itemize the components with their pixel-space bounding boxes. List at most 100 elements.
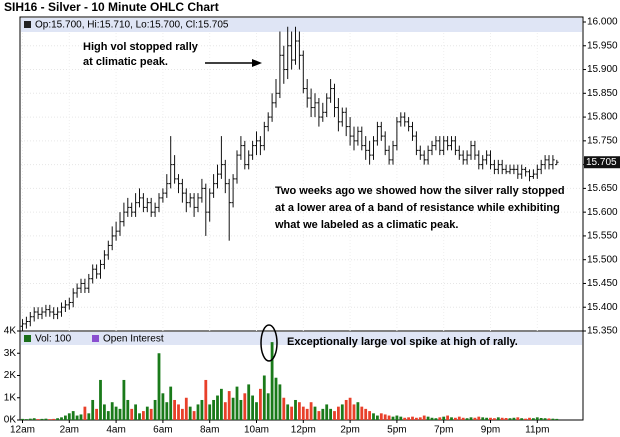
volume-bar [337, 406, 340, 420]
x-tick-label: 12am [10, 425, 35, 436]
volume-bar [169, 386, 173, 420]
volume-bar [528, 417, 531, 420]
volume-bar [142, 411, 145, 420]
volume-bar [83, 406, 87, 420]
volume-bar [434, 418, 438, 420]
volume-bar [196, 404, 200, 420]
volume-bar [516, 417, 520, 420]
volume-bar [270, 342, 274, 420]
volume-bar [305, 408, 309, 420]
volume-bar [247, 384, 251, 420]
volume-bar [504, 417, 508, 420]
y-tick-label: 16.000 [587, 17, 618, 28]
y-tick-label: 15.800 [587, 112, 618, 123]
volume-bar [48, 419, 52, 420]
volume-bar [430, 417, 434, 420]
volume-bar [216, 395, 219, 420]
volume-bar [266, 393, 270, 420]
volume-bar [145, 406, 149, 420]
y-tick-label: 15.400 [587, 302, 618, 313]
volume-bar [204, 379, 208, 420]
volume-bar [481, 417, 485, 420]
annotation: what we labeled as a climatic peak. [274, 219, 458, 231]
volume-bar [391, 416, 395, 420]
volume-bar [379, 413, 383, 420]
volume-bar [461, 417, 465, 420]
volume-bar [376, 415, 379, 420]
volume-bar [465, 418, 469, 420]
volume-bar [333, 411, 336, 420]
y-tick-label: 15.650 [587, 183, 618, 194]
volume-bar [469, 417, 473, 420]
volume-bar [243, 393, 247, 420]
volume-bar [524, 418, 527, 420]
volume-bar [138, 413, 141, 420]
y-tick-label: 15.900 [587, 64, 618, 75]
volume-bar [157, 353, 161, 420]
volume-bar [450, 417, 453, 420]
volume-bar [360, 406, 364, 420]
volume-bar [227, 391, 231, 420]
volume-bar [298, 402, 301, 420]
volume-bar [508, 418, 512, 420]
volume-bar [403, 417, 407, 420]
volume-bar [251, 395, 254, 420]
volume-bar [415, 417, 418, 420]
volume-bar [87, 413, 91, 420]
volume-bar [422, 415, 426, 420]
volume-bar [262, 375, 266, 420]
volume-bar [184, 397, 188, 420]
volume-bar [485, 417, 488, 420]
annotation: Exceptionally large vol spike at high of… [287, 336, 518, 348]
volume-bar [364, 408, 368, 420]
volume-bar [282, 397, 286, 420]
volume-bar [208, 404, 212, 420]
volume-bar [407, 417, 410, 420]
annotation: at climatic peak. [83, 56, 168, 68]
y-tick-label: 15.350 [587, 326, 618, 337]
volume-bar [383, 414, 387, 420]
annotation: Two weeks ago we showed how the silver r… [275, 185, 565, 197]
volume-bar [325, 404, 329, 420]
volume-bar [220, 388, 223, 420]
ohlc-header: Op:15.700, Hi:15.710, Lo:15.700, Cl:15.7… [35, 20, 229, 31]
volume-bar [543, 418, 547, 420]
volume-header-bar [21, 332, 582, 345]
y-tick-label: 3K [4, 348, 17, 359]
volume-bar [539, 417, 543, 420]
volume-bar [177, 404, 180, 420]
x-tick-label: 8am [200, 425, 219, 436]
volume-bar [32, 418, 36, 420]
volume-bar [477, 416, 481, 420]
volume-bar [426, 416, 430, 420]
volume-bar [418, 417, 422, 420]
volume-bar [493, 418, 496, 420]
volume-bar [126, 399, 130, 420]
x-tick-label: 11pm [525, 425, 549, 436]
volume-bar [309, 402, 313, 420]
x-tick-label: 4am [106, 425, 125, 436]
x-tick-label: 6am [153, 425, 172, 436]
volume-bar [352, 404, 356, 420]
y-tick-label: 15.450 [587, 278, 618, 289]
volume-bar [442, 416, 446, 420]
volume-bar [535, 417, 539, 420]
annotation: High vol stopped rally [83, 41, 199, 53]
chart-title: SIH16 - Silver - 10 Minute OHLC Chart [4, 0, 219, 14]
volume-bar [36, 419, 40, 420]
volume-bar [118, 408, 122, 420]
volume-bar [79, 414, 83, 420]
volume-bar [91, 399, 95, 420]
volume-bar [52, 418, 56, 420]
y-tick-label: 2K [4, 370, 17, 381]
price-legend-swatch [24, 21, 31, 28]
price-header-bar [21, 18, 582, 32]
volume-bar [192, 411, 196, 420]
volume-bar [235, 386, 239, 420]
x-tick-label: 12pm [291, 425, 316, 436]
volume-bar [110, 402, 114, 420]
volume-bar [165, 402, 169, 420]
volume-bar [454, 417, 457, 420]
volume-bar [95, 408, 98, 420]
